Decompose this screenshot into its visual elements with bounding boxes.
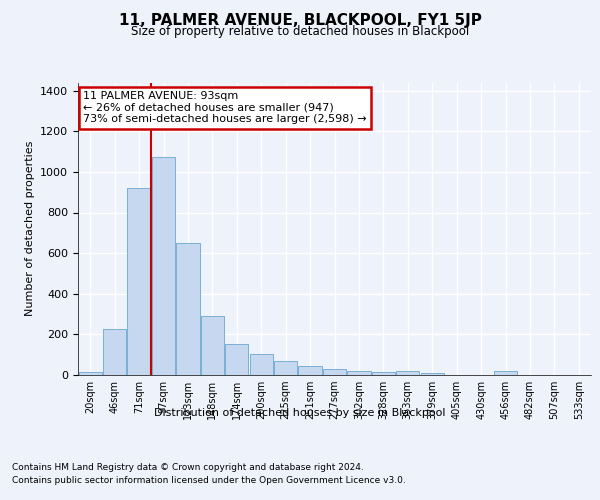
Text: Size of property relative to detached houses in Blackpool: Size of property relative to detached ho… (131, 25, 469, 38)
Bar (103, 330, 126, 375)
Text: Contains public sector information licensed under the Open Government Licence v3: Contains public sector information licen… (12, 476, 406, 485)
Bar (347, 371, 371, 375)
Bar (396, 371, 419, 375)
Bar (421, 373, 444, 375)
Y-axis label: Number of detached properties: Number of detached properties (25, 141, 35, 316)
Bar (152, 156, 175, 375)
Bar (494, 371, 517, 375)
Bar (127, 188, 151, 375)
Text: Distribution of detached houses by size in Blackpool: Distribution of detached houses by size … (154, 408, 446, 418)
Bar (298, 366, 322, 375)
Bar (323, 369, 346, 375)
Bar (274, 361, 297, 375)
Text: Contains HM Land Registry data © Crown copyright and database right 2024.: Contains HM Land Registry data © Crown c… (12, 462, 364, 471)
Bar (250, 354, 273, 375)
Bar (201, 316, 224, 375)
Text: 11 PALMER AVENUE: 93sqm
← 26% of detached houses are smaller (947)
73% of semi-d: 11 PALMER AVENUE: 93sqm ← 26% of detache… (83, 92, 367, 124)
Bar (79, 372, 102, 375)
Bar (176, 243, 200, 375)
Bar (225, 344, 248, 375)
Text: 11, PALMER AVENUE, BLACKPOOL, FY1 5JP: 11, PALMER AVENUE, BLACKPOOL, FY1 5JP (119, 12, 481, 28)
Bar (372, 372, 395, 375)
